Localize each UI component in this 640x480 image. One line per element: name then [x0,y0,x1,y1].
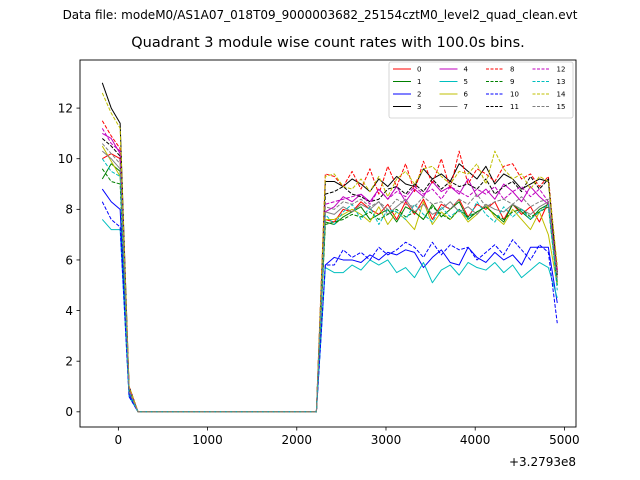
y-tick-label: 12 [58,101,73,115]
legend-label: 4 [464,66,469,74]
chart-title: Quadrant 3 module wise count rates with … [131,35,525,51]
series-2-line [101,188,558,413]
x-tick-label: 3000 [371,433,402,447]
series-15-line [101,143,558,413]
y-axis: 0 2 4 6 8 10 12 [58,101,80,419]
x-tick-label: 4000 [460,433,491,447]
y-tick-label: 4 [65,304,73,318]
y-tick-label: 8 [65,203,73,217]
series-11-line [101,138,558,413]
series-10-line [101,201,558,413]
series-6-line [101,145,558,413]
series-layer [101,82,558,413]
x-offset-label: +3.2793e8 [509,455,576,469]
legend-label: 12 [557,66,566,74]
figure-suptitle: Data file: modeM0/AS1A07_018T09_90000036… [62,8,578,22]
legend-label: 2 [417,91,421,99]
x-tick-label: 1000 [192,433,223,447]
legend-label: 7 [464,103,468,111]
y-tick-label: 6 [65,253,73,267]
y-tick-label: 2 [65,354,73,368]
series-3-line [101,82,558,413]
axes-frame [79,59,577,428]
legend-label: 8 [510,66,514,74]
x-tick-label: 0 [115,433,123,447]
legend-label: 14 [557,91,566,99]
series-8-line [101,120,558,413]
legend-label: 10 [510,91,519,99]
x-tick-label: 5000 [549,433,580,447]
legend-box [388,61,574,119]
legend-label: 15 [557,103,566,111]
legend-label: 3 [417,103,421,111]
legend-label: 6 [464,91,469,99]
legend-label: 11 [510,103,519,111]
series-12-line [101,128,558,413]
y-tick-label: 10 [58,152,73,166]
series-13-line [101,158,558,413]
legend-label: 13 [557,78,566,86]
x-tick-label: 2000 [282,433,313,447]
legend-label: 9 [510,78,514,86]
series-5-line [101,219,558,413]
series-7-line [101,150,558,413]
x-axis: 0 1000 2000 3000 4000 5000 [115,427,580,447]
y-tick-label: 0 [65,405,73,419]
legend-label: 1 [417,78,421,86]
series-14-line [101,92,558,413]
legend-label: 0 [417,66,421,74]
legend-label: 5 [464,78,468,86]
series-1-line [101,163,558,413]
